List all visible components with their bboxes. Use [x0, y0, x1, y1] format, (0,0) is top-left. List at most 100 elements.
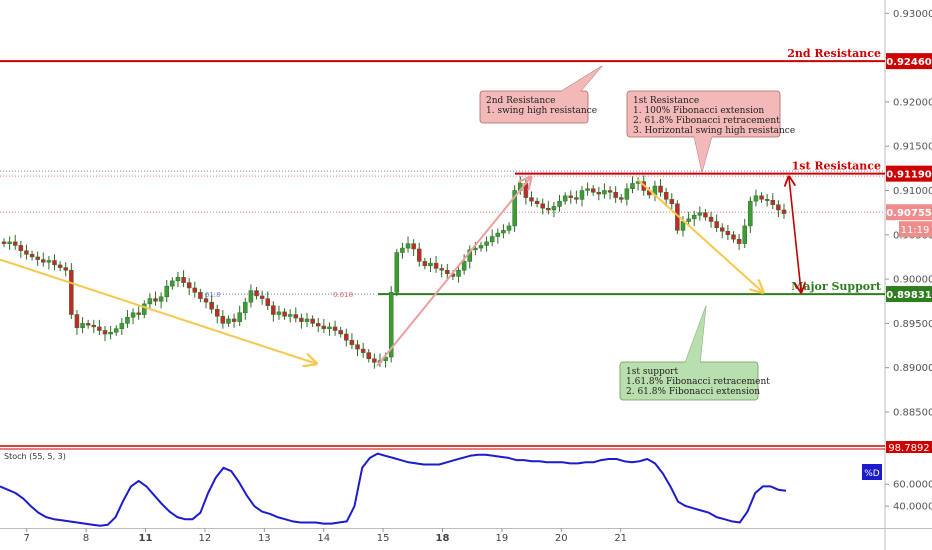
candle-body	[332, 326, 338, 331]
callout-line: 1. 100% Fibonacci extension	[633, 106, 764, 116]
candle-body	[243, 301, 248, 314]
level-price-label: 0.91190	[886, 170, 932, 181]
candle-body	[41, 259, 46, 263]
stoch-tick-label: 40.0000	[893, 502, 932, 513]
candle-body	[590, 188, 596, 193]
candle-body	[366, 352, 371, 360]
time-tick-label: 14	[317, 533, 330, 544]
price-tick-label: 0.88500	[893, 407, 932, 418]
candle-body	[226, 318, 231, 324]
candle-body	[147, 298, 153, 305]
time-tick-label: 12	[199, 533, 212, 544]
range-arrow	[789, 178, 801, 291]
candle-body	[574, 197, 579, 200]
level-price-label: 0.89831	[886, 290, 932, 301]
candle-body	[74, 314, 80, 329]
level-name: 2nd Resistance	[787, 47, 881, 60]
candle-body	[691, 215, 697, 220]
candles	[1, 175, 787, 369]
current-price-label: 0.90755	[886, 208, 932, 219]
time-axis: 7 8 11 12 13 14 15 18 19 20 21	[24, 528, 627, 544]
candle-body	[433, 262, 439, 269]
candle-body	[355, 344, 360, 350]
candle-body	[748, 200, 753, 227]
price-tick-label: 0.93000	[893, 9, 932, 20]
candle-body	[506, 225, 512, 231]
candle-body	[607, 190, 613, 193]
candle-body	[113, 328, 119, 333]
candle-body	[394, 252, 400, 293]
price-tick-label: 0.91500	[893, 142, 932, 153]
candle-body	[265, 298, 270, 306]
candle-body	[293, 314, 299, 319]
candle-body	[708, 216, 714, 222]
candle-body	[7, 241, 12, 244]
candle-body	[742, 225, 747, 244]
price-tick-label: 0.90000	[893, 275, 932, 286]
candle-body	[579, 190, 585, 200]
candle-body	[781, 209, 787, 214]
callout-pointer-fill	[694, 136, 712, 172]
candle-body	[501, 230, 506, 234]
stoch-last-tag	[886, 441, 932, 453]
candle-body	[97, 326, 102, 331]
candle-body	[282, 311, 287, 317]
expected-drop-arrow	[637, 179, 762, 292]
candle-body	[164, 285, 169, 298]
candle-body	[276, 311, 282, 315]
price-tick-label: 0.92000	[893, 97, 932, 108]
candle-body	[69, 269, 74, 315]
callout-line: 1.61.8% Fibonacci retracement	[626, 377, 770, 387]
annotation-lines: 2nd Resistance 1st Resistance Major Suppor…	[0, 47, 885, 299]
current-price-tag	[886, 204, 932, 221]
candle-body	[613, 192, 618, 198]
candle-body	[91, 324, 97, 328]
candle-body	[231, 318, 237, 322]
stoch-d-badge-label: %D	[864, 469, 880, 479]
level-price-tag	[886, 165, 932, 182]
countdown-tag	[899, 221, 932, 238]
candle-body	[248, 290, 254, 303]
candle-body	[158, 296, 164, 302]
candle-body	[321, 325, 327, 329]
candle-body	[568, 195, 574, 198]
candle-body	[63, 267, 68, 271]
candle-body	[686, 218, 691, 222]
candle-body	[24, 250, 29, 255]
candle-body	[411, 243, 416, 250]
candle-body	[562, 195, 568, 202]
candle-body	[259, 295, 265, 299]
callout-pointer-fill	[560, 66, 602, 92]
candle-body	[630, 183, 635, 189]
candle-body	[585, 188, 590, 191]
callout-box	[479, 90, 589, 124]
candle-body	[310, 318, 315, 324]
candle-body	[136, 312, 141, 315]
candle-body	[405, 243, 411, 249]
stoch-label: Stoch (55, 5, 3)	[4, 452, 66, 461]
time-tick-label: 18	[436, 533, 450, 544]
stoch-last-label: 98.7892	[888, 443, 929, 454]
fib-mark-label: 61.8	[205, 291, 221, 299]
candle-body	[304, 318, 310, 322]
candle-body	[119, 323, 125, 329]
candle-body	[484, 241, 489, 246]
candle-body	[153, 298, 158, 302]
countdown-label: 11:19	[901, 225, 930, 236]
candle-body	[551, 206, 557, 211]
candle-body	[669, 199, 675, 205]
candle-body	[12, 241, 18, 246]
callout-pointer-fill	[685, 306, 706, 363]
candle-body	[142, 303, 147, 315]
candle-body	[495, 232, 501, 237]
candle-body	[220, 316, 226, 324]
candle-body	[186, 282, 192, 289]
candle-body	[18, 245, 24, 251]
time-tick-label: 15	[377, 533, 390, 544]
candle-body	[52, 260, 57, 266]
time-tick-label: 8	[83, 533, 89, 544]
